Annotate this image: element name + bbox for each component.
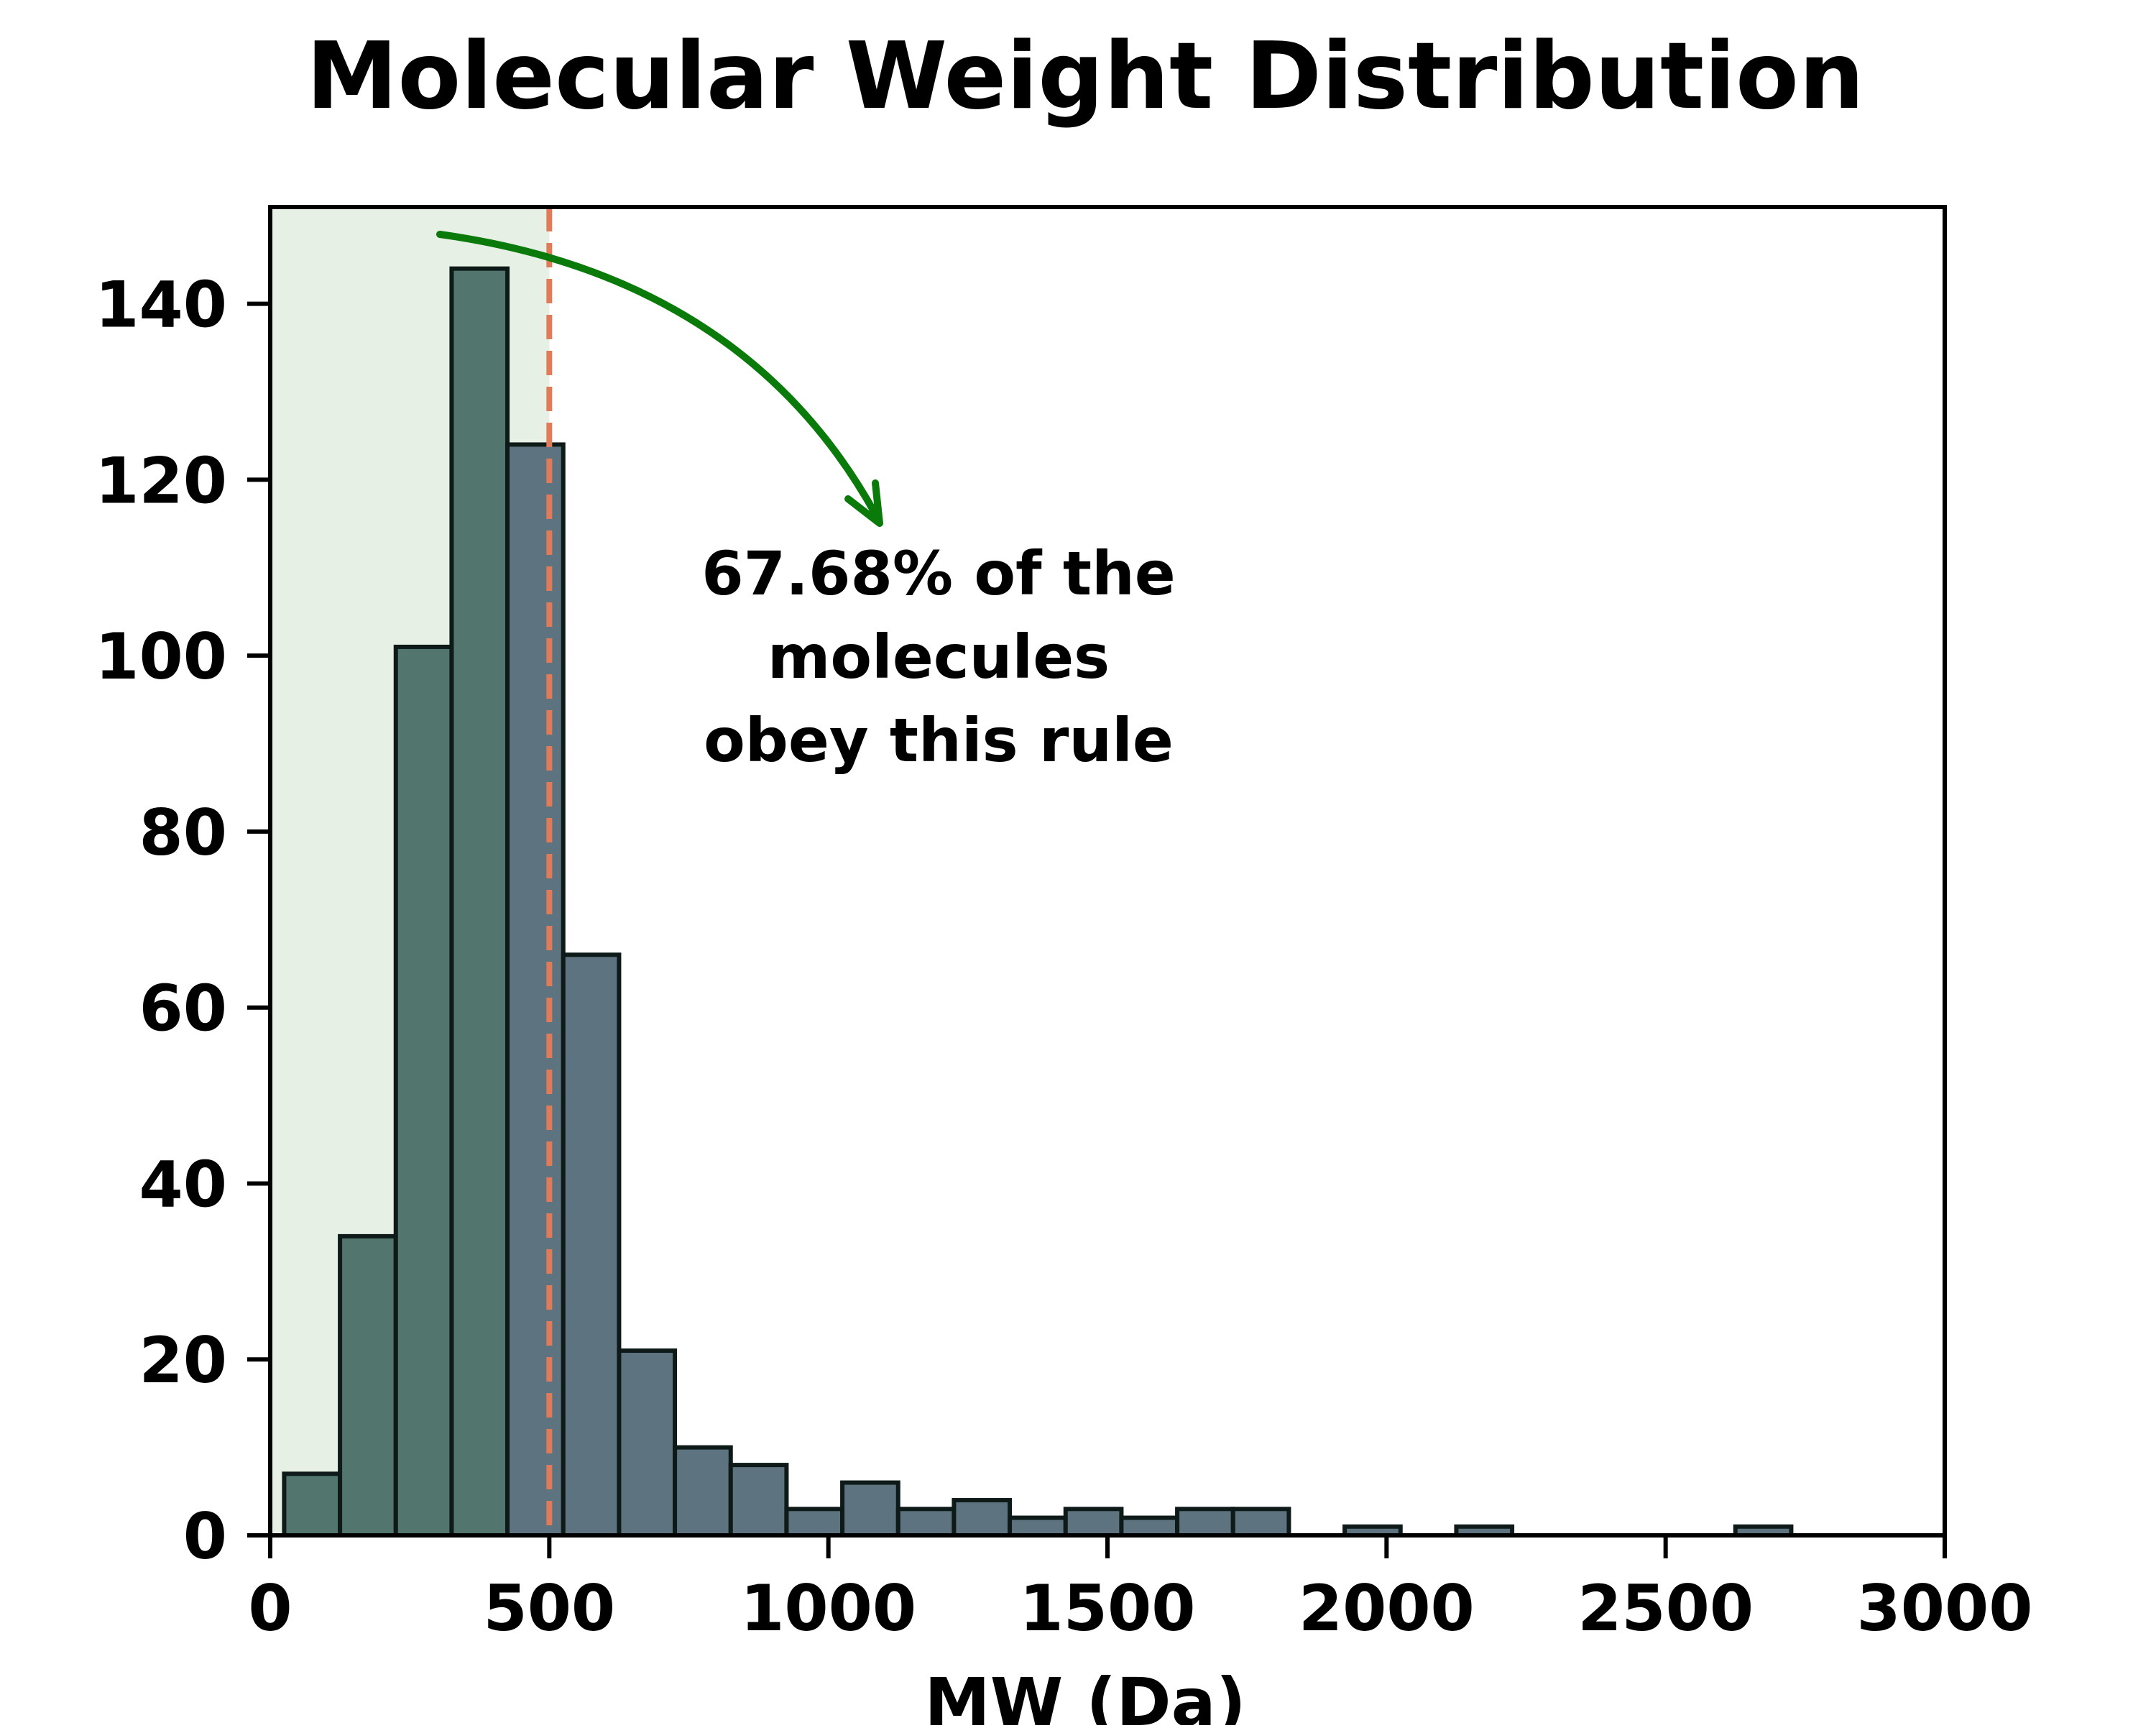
x-tick-label: 2500 (1577, 1571, 1754, 1645)
x-tick-label: 1000 (740, 1571, 916, 1645)
x-tick-label: 1500 (1020, 1571, 1196, 1645)
histogram-bar (1008, 1515, 1068, 1538)
histogram-bar (1063, 1507, 1124, 1538)
y-tick-label: 20 (139, 1323, 227, 1397)
y-tick-label: 60 (139, 972, 227, 1046)
x-tick-label: 0 (248, 1571, 292, 1645)
x-tick-label: 3000 (1857, 1571, 2033, 1645)
y-tick-label: 80 (139, 796, 227, 870)
y-tick-label: 100 (95, 620, 227, 694)
x-axis-label: MW (Da) (924, 1664, 1246, 1725)
histogram-bar (338, 1233, 398, 1538)
chart-title: Molecular Weight Distribution (306, 23, 1864, 130)
annotation-arrow (436, 231, 879, 518)
histogram-bar (282, 1471, 343, 1538)
histogram-bar (840, 1480, 900, 1538)
annotation-arrowhead (844, 479, 883, 527)
plot-area: 0 500 1000 1500 2000 2500 3000 0 20 40 60 80 100 120 1… (95, 205, 2033, 1645)
histogram-bar (617, 1348, 678, 1538)
y-tick-label: 120 (95, 444, 227, 518)
histogram-bar (1175, 1507, 1235, 1538)
x-tick-label: 500 (483, 1571, 615, 1645)
y-tick-label: 40 (139, 1147, 227, 1221)
y-tick-label: 140 (95, 268, 227, 342)
annotation-text: 67.68% of the (701, 538, 1176, 609)
y-tick-label: 0 (183, 1499, 227, 1573)
histogram-bar (1230, 1507, 1291, 1538)
histogram-bar (561, 952, 622, 1538)
annotation-text: obey this rule (704, 705, 1174, 776)
histogram-bar (784, 1507, 845, 1538)
histogram-bar (449, 266, 510, 1538)
x-tick-label: 2000 (1299, 1571, 1475, 1645)
histogram-bar (673, 1445, 733, 1538)
annotation-text: molecules (768, 622, 1110, 692)
histogram-bar (1119, 1515, 1180, 1538)
histogram-bar (895, 1507, 957, 1538)
histogram-bar (728, 1463, 789, 1538)
histogram-bar (952, 1498, 1013, 1538)
histogram-bar (393, 644, 454, 1538)
histogram-bar (505, 442, 566, 1538)
